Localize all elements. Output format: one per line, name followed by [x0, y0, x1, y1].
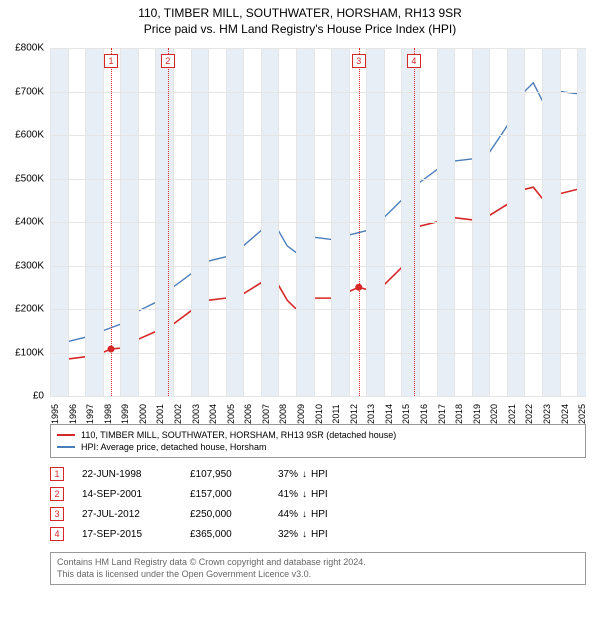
x-axis: 1995199619971998199920002001200220032004…: [50, 396, 586, 416]
x-tick-label: 2001: [155, 404, 157, 424]
legend-item: 110, TIMBER MILL, SOUTHWATER, HORSHAM, R…: [57, 429, 579, 441]
y-tick-label: £700K: [15, 86, 50, 97]
x-tick-label: 2003: [191, 404, 193, 424]
sale-row: 2 14-SEP-2001 £157,000 41% ↓ HPI: [50, 484, 586, 504]
x-tick-label: 2004: [208, 404, 210, 424]
sale-delta: 41% ↓ HPI: [278, 489, 328, 500]
x-tick-label: 2017: [437, 404, 439, 424]
y-tick-label: £600K: [15, 130, 50, 141]
sale-marker-4: 4: [407, 54, 421, 68]
x-tick-label: 2015: [401, 404, 403, 424]
title-subtitle: Price paid vs. HM Land Registry's House …: [0, 22, 600, 36]
x-tick-label: 2016: [419, 404, 421, 424]
sale-marker-3: 3: [352, 54, 366, 68]
sale-row: 1 22-JUN-1998 £107,950 37% ↓ HPI: [50, 464, 586, 484]
arrow-down-icon: ↓: [302, 469, 307, 480]
x-tick-label: 2011: [331, 404, 333, 423]
x-tick-label: 2021: [507, 404, 509, 424]
x-tick-label: 2013: [366, 404, 368, 424]
arrow-down-icon: ↓: [302, 489, 307, 500]
x-tick-label: 2024: [560, 404, 562, 424]
plot-region: £0£100K£200K£300K£400K£500K£600K£700K£80…: [50, 48, 586, 396]
x-tick-label: 2006: [243, 404, 245, 424]
sale-row-marker: 2: [50, 487, 64, 501]
sales-table: 1 22-JUN-1998 £107,950 37% ↓ HPI 2 14-SEP-200…: [50, 464, 586, 544]
sale-price: £157,000: [190, 489, 260, 500]
sale-row-marker: 1: [50, 467, 64, 481]
footer-licence: Contains HM Land Registry data © Crown c…: [50, 552, 586, 585]
x-tick-label: 2010: [314, 404, 316, 424]
footer-line1: Contains HM Land Registry data © Crown c…: [57, 557, 579, 569]
x-tick-label: 2025: [577, 404, 579, 424]
x-tick-label: 2023: [542, 404, 544, 424]
y-tick-label: £0: [33, 391, 50, 402]
sale-delta: 37% ↓ HPI: [278, 469, 328, 480]
sale-date: 27-JUL-2012: [82, 509, 172, 520]
y-tick-label: £500K: [15, 173, 50, 184]
title-address: 110, TIMBER MILL, SOUTHWATER, HORSHAM, R…: [0, 6, 600, 20]
x-tick-label: 1999: [120, 404, 122, 424]
sale-row: 4 17-SEP-2015 £365,000 32% ↓ HPI: [50, 524, 586, 544]
sale-price: £365,000: [190, 529, 260, 540]
x-tick-label: 1995: [50, 404, 52, 424]
chart-container: 110, TIMBER MILL, SOUTHWATER, HORSHAM, R…: [0, 0, 600, 620]
x-tick-label: 2020: [489, 404, 491, 424]
arrow-down-icon: ↓: [302, 509, 307, 520]
x-tick-label: 2009: [296, 404, 298, 424]
sale-price: £107,950: [190, 469, 260, 480]
sale-delta: 32% ↓ HPI: [278, 529, 328, 540]
legend: 110, TIMBER MILL, SOUTHWATER, HORSHAM, R…: [50, 424, 586, 458]
legend-swatch: [57, 434, 75, 436]
x-tick-label: 2005: [226, 404, 228, 424]
y-tick-label: £200K: [15, 304, 50, 315]
x-tick-label: 2000: [138, 404, 140, 424]
x-tick-label: 2002: [173, 404, 175, 424]
x-tick-label: 2018: [454, 404, 456, 424]
sale-date: 14-SEP-2001: [82, 489, 172, 500]
arrow-down-icon: ↓: [302, 529, 307, 540]
legend-item: HPI: Average price, detached house, Hors…: [57, 441, 579, 453]
y-tick-label: £100K: [15, 347, 50, 358]
sale-row-marker: 4: [50, 527, 64, 541]
x-tick-label: 2019: [472, 404, 474, 424]
sale-date: 17-SEP-2015: [82, 529, 172, 540]
legend-swatch: [57, 446, 75, 448]
x-tick-label: 1998: [103, 404, 105, 424]
legend-label: HPI: Average price, detached house, Hors…: [81, 442, 266, 452]
sale-marker-2: 2: [161, 54, 175, 68]
x-tick-label: 2012: [349, 404, 351, 424]
x-tick-label: 2008: [278, 404, 280, 424]
footer-line2: This data is licensed under the Open Gov…: [57, 569, 579, 581]
y-tick-label: £300K: [15, 260, 50, 271]
sale-price: £250,000: [190, 509, 260, 520]
x-tick-label: 2014: [384, 404, 386, 424]
x-tick-label: 2007: [261, 404, 263, 424]
x-tick-label: 2022: [524, 404, 526, 424]
x-tick-label: 1996: [68, 404, 70, 424]
title-block: 110, TIMBER MILL, SOUTHWATER, HORSHAM, R…: [0, 0, 600, 40]
x-tick-label: 1997: [85, 404, 87, 424]
sale-row: 3 27-JUL-2012 £250,000 44% ↓ HPI: [50, 504, 586, 524]
legend-label: 110, TIMBER MILL, SOUTHWATER, HORSHAM, R…: [81, 430, 396, 440]
sale-date: 22-JUN-1998: [82, 469, 172, 480]
sale-marker-1: 1: [104, 54, 118, 68]
sale-row-marker: 3: [50, 507, 64, 521]
chart-area: £0£100K£200K£300K£400K£500K£600K£700K£80…: [50, 48, 586, 416]
y-tick-label: £800K: [15, 43, 50, 54]
sale-delta: 44% ↓ HPI: [278, 509, 328, 520]
y-tick-label: £400K: [15, 217, 50, 228]
